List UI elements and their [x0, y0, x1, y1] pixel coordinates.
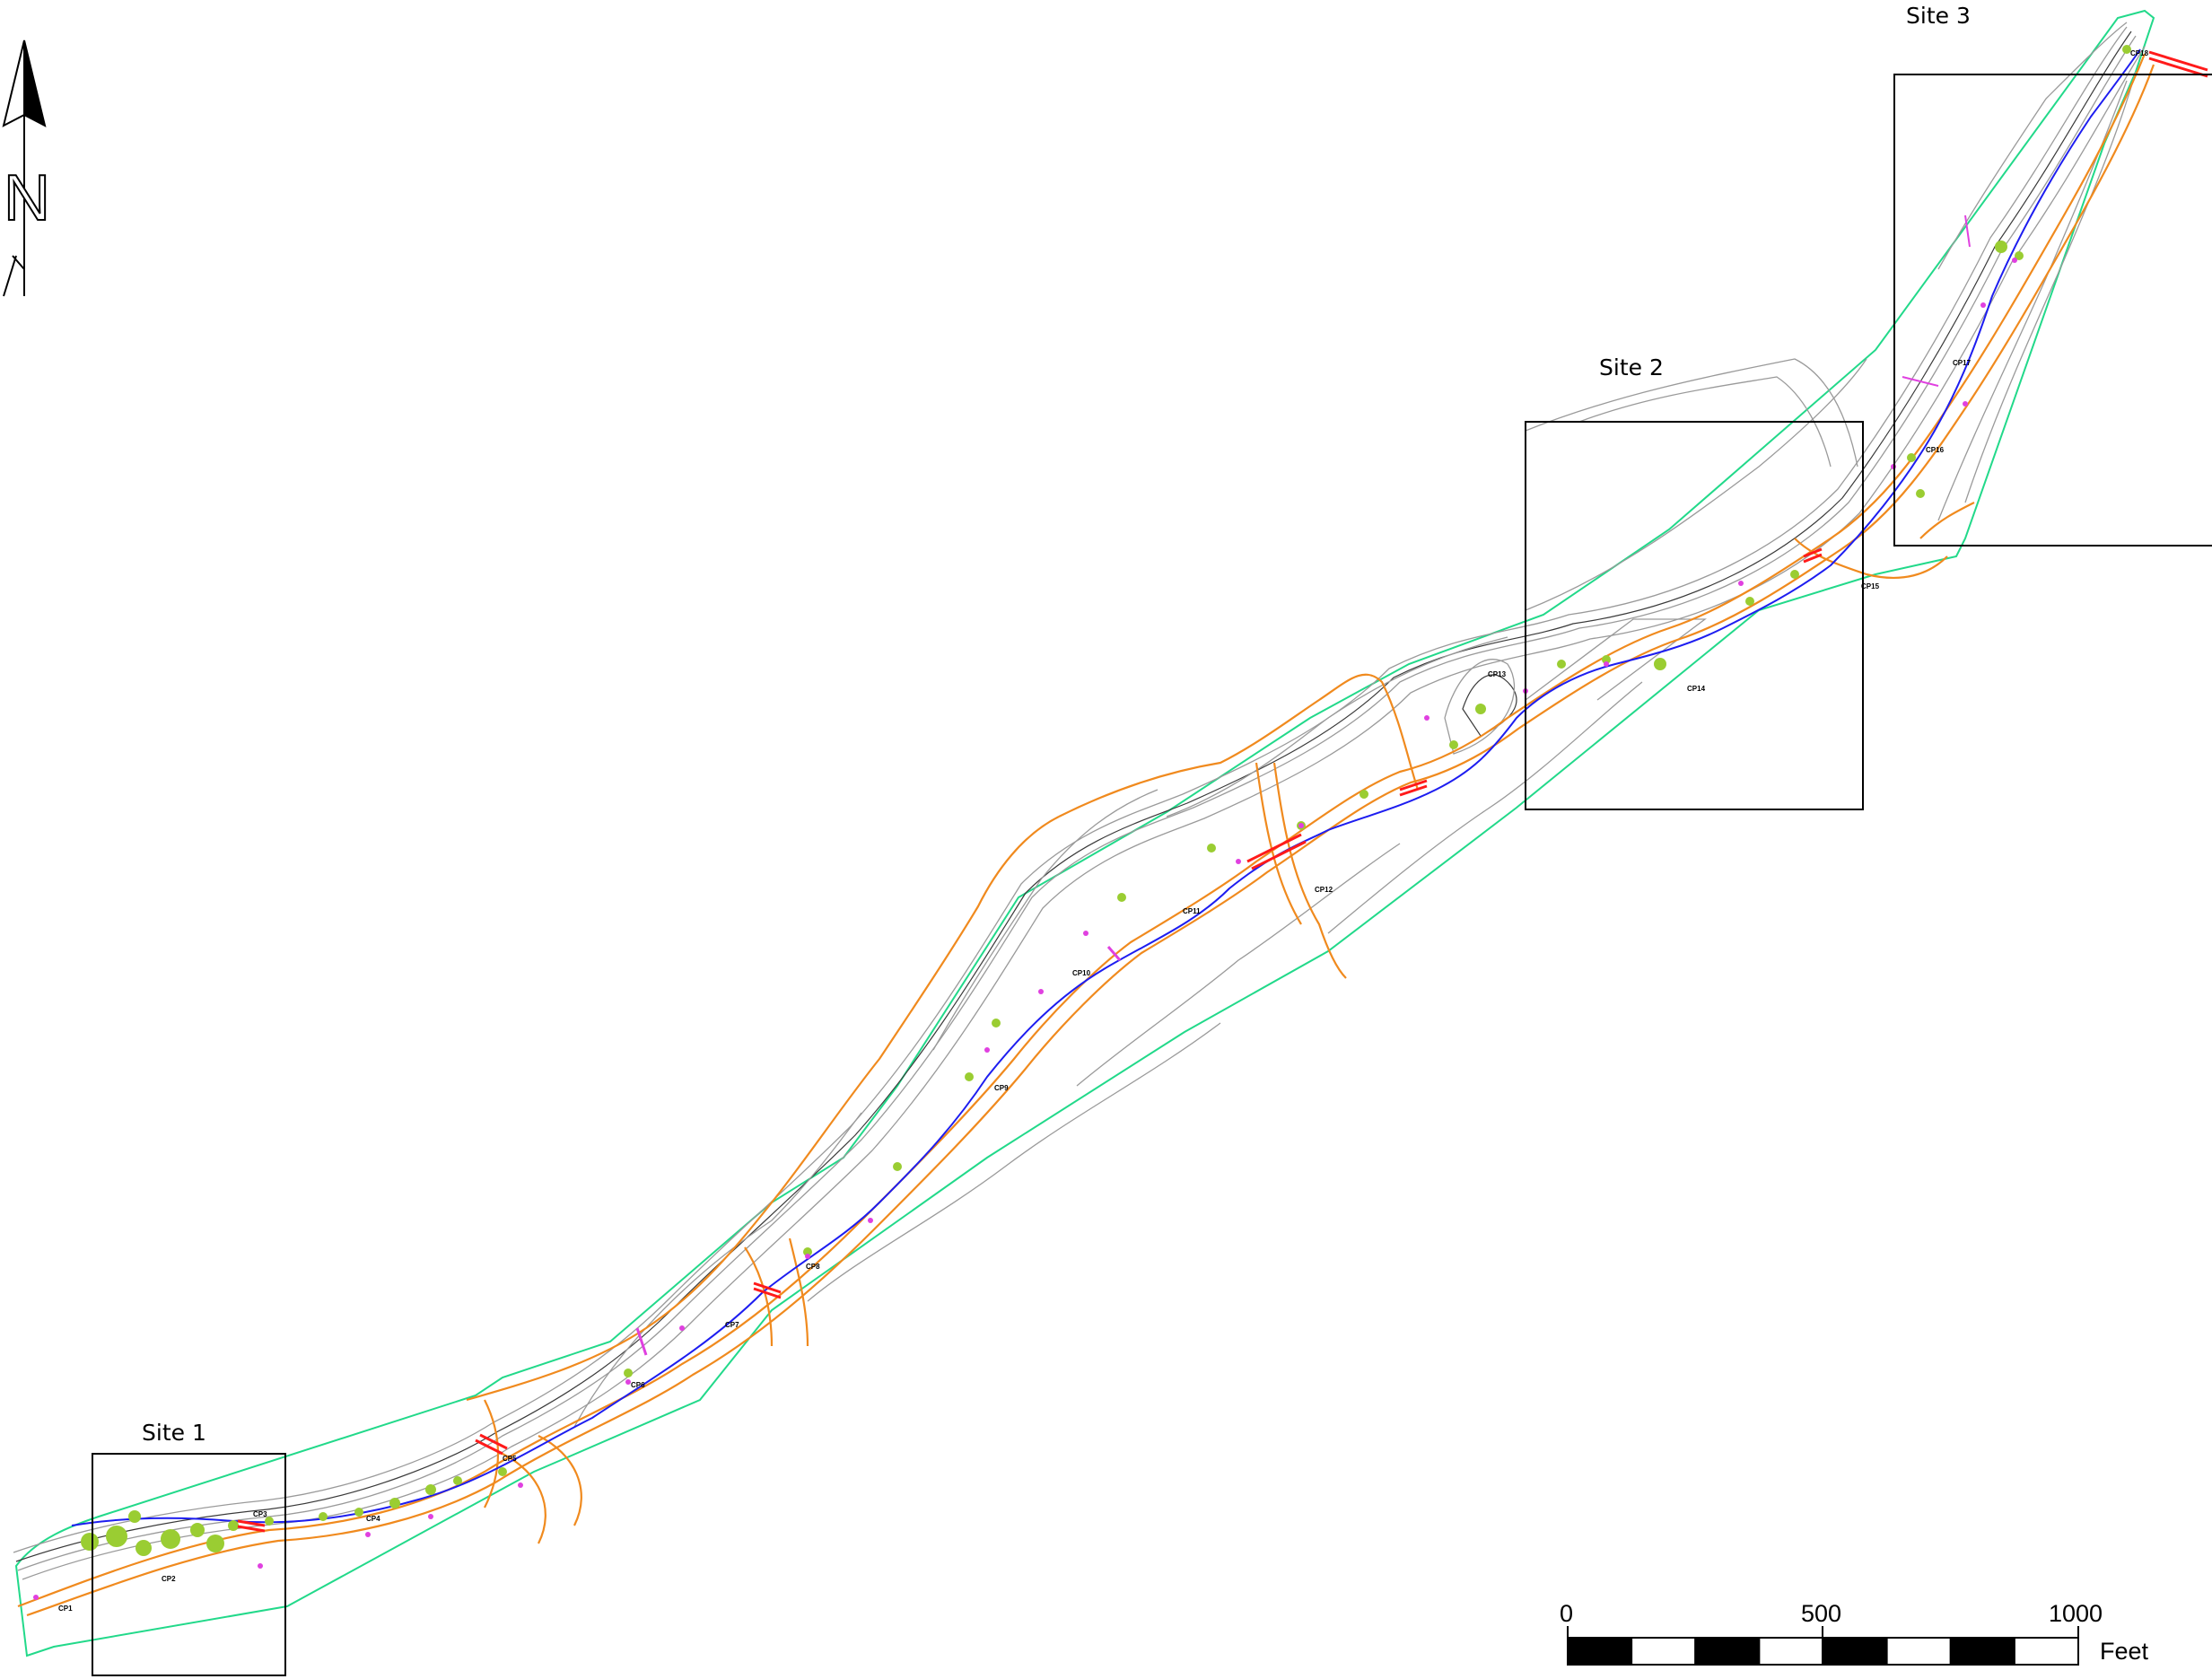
checkpoint-cp5: CP5: [503, 1455, 517, 1463]
checkpoint-cp15: CP15: [1861, 582, 1880, 590]
road-lines: [17, 53, 2155, 1617]
scale-bar: 0 500 1000 Feet: [1560, 1600, 2149, 1666]
site-3-label: Site 3: [1906, 3, 1971, 29]
scale-unit: Feet: [2100, 1638, 2149, 1665]
scale-bar-segment: [1949, 1637, 2015, 1666]
checkpoint-cp4: CP4: [366, 1515, 380, 1523]
site-1-frame: Site 1: [92, 1420, 286, 1676]
stream-channel: [71, 48, 2141, 1526]
site-3-frame: Site 3: [1893, 3, 2212, 547]
scale-bar-segment: [1694, 1637, 1761, 1666]
scale-bar-segment: [1758, 1637, 1824, 1666]
checkpoint-cp7: CP7: [725, 1321, 739, 1329]
contour-lines: [13, 22, 2146, 1580]
checkpoint-labels: CP1 CP2 CP3 CP4 CP5 CP6 CP7 CP8 CP9 CP10…: [58, 49, 2149, 1613]
stream-crossings: [237, 50, 2208, 1533]
checkpoint-cp11: CP11: [1183, 907, 1201, 915]
project-boundary: [14, 9, 2155, 1657]
checkpoint-cp9: CP9: [994, 1084, 1009, 1092]
checkpoint-cp2: CP2: [162, 1575, 176, 1583]
site-2-label: Site 2: [1599, 354, 1664, 380]
scale-bar-segment: [1567, 1637, 1633, 1666]
scale-bar-segment: [1822, 1637, 1888, 1666]
checkpoint-cp10: CP10: [1072, 969, 1091, 977]
scale-bar-segment: [2013, 1637, 2079, 1666]
checkpoint-cp12: CP12: [1315, 886, 1333, 894]
scale-bar-segment: [1631, 1637, 1697, 1666]
checkpoint-cp18: CP18: [2130, 49, 2149, 57]
north-label: N: [4, 162, 50, 234]
checkpoint-cp14: CP14: [1687, 685, 1706, 693]
site-2-frame: Site 2: [1525, 354, 1864, 810]
checkpoint-cp13: CP13: [1488, 670, 1507, 678]
checkpoint-cp1: CP1: [58, 1605, 73, 1613]
north-arrow-icon: N: [2, 39, 51, 297]
scale-tick-0: 0: [1560, 1600, 1573, 1627]
site-1-label: Site 1: [142, 1420, 206, 1446]
scale-bar-segment: [1885, 1637, 1952, 1666]
checkpoint-cp16: CP16: [1926, 446, 1945, 454]
scale-tick-500: 500: [1801, 1600, 1841, 1627]
scale-tick-1000: 1000: [2049, 1600, 2103, 1627]
checkpoint-cp3: CP3: [253, 1510, 267, 1518]
vegetation-markers: [81, 45, 2131, 1556]
checkpoint-cp6: CP6: [631, 1381, 645, 1389]
checkpoint-cp8: CP8: [806, 1263, 820, 1271]
checkpoint-cp17: CP17: [1953, 359, 1972, 367]
sample-markers: [33, 214, 2017, 1600]
